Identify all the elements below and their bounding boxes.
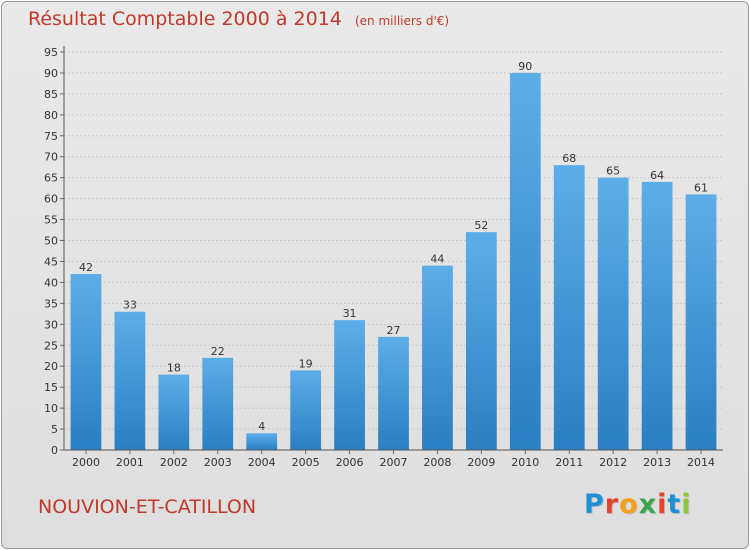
y-tick-label: 85: [44, 88, 58, 101]
logo-letter: o: [619, 489, 639, 520]
bar-value-label: 42: [79, 261, 93, 274]
bar: [378, 336, 409, 450]
y-tick-label: 80: [44, 109, 58, 122]
bar: [202, 357, 234, 450]
title-row: Résultat Comptable 2000 à 2014 (en milli…: [28, 8, 449, 30]
y-tick-label: 45: [44, 255, 58, 268]
x-tick-label: 2002: [160, 456, 188, 469]
y-tick-label: 60: [44, 193, 58, 206]
y-tick-label: 30: [44, 318, 58, 331]
x-tick-label: 2014: [687, 456, 715, 469]
bar: [641, 181, 673, 450]
y-tick-label: 75: [44, 130, 58, 143]
x-tick-label: 2007: [380, 456, 408, 469]
x-tick-label: 2013: [643, 456, 671, 469]
chart-subtitle: (en milliers d'€): [354, 14, 450, 28]
y-tick-label: 40: [44, 276, 58, 289]
logo-letter: P: [584, 489, 605, 520]
y-tick-label: 95: [44, 46, 58, 59]
bar: [114, 311, 146, 450]
x-tick-label: 2010: [511, 456, 539, 469]
y-tick-label: 35: [44, 297, 58, 310]
x-tick-label: 2004: [248, 456, 276, 469]
bar-value-label: 31: [343, 307, 357, 320]
bar: [685, 194, 717, 450]
bar: [334, 320, 365, 450]
y-tick-label: 90: [44, 67, 58, 80]
bar-value-label: 4: [258, 420, 265, 433]
bar: [597, 177, 629, 450]
y-tick-label: 10: [44, 402, 58, 415]
x-tick-label: 2003: [204, 456, 232, 469]
bar: [465, 232, 497, 450]
x-tick-label: 2000: [72, 456, 100, 469]
y-tick-label: 65: [44, 172, 58, 185]
bar-value-label: 19: [299, 357, 313, 370]
bars: 42 33 18 22 4 19 31 27 44 52 90 68 65 64 61: [70, 60, 717, 451]
bar: [158, 374, 190, 450]
proxiti-logo: Proxiti: [584, 489, 692, 520]
bar-value-label: 61: [694, 181, 708, 194]
x-tick-label: 2008: [423, 456, 451, 469]
bar: [70, 274, 102, 450]
axes: 0 5 10 15 20 25 30 35 40 45 50 55 60 65 70 75 80 85 90 95 20…: [44, 46, 723, 469]
y-tick-label: 50: [44, 235, 58, 248]
bar: [422, 265, 453, 450]
x-tick-label: 2001: [116, 456, 144, 469]
bar-value-label: 33: [123, 299, 137, 312]
bar-value-label: 44: [430, 253, 444, 266]
y-tick-label: 25: [44, 339, 58, 352]
x-tick-label: 2009: [467, 456, 495, 469]
bar-value-label: 65: [606, 165, 620, 178]
y-tick-label: 0: [51, 444, 58, 457]
x-tick-label: 2005: [292, 456, 320, 469]
y-tick-label: 20: [44, 360, 58, 373]
logo-letter: r: [604, 489, 620, 520]
x-tick-label: 2012: [599, 456, 627, 469]
logo-letter: x: [638, 489, 658, 520]
bar: [509, 72, 541, 451]
y-tick-label: 15: [44, 381, 58, 394]
y-tick-label: 5: [51, 423, 58, 436]
bar-value-label: 18: [167, 362, 181, 375]
bar-value-label: 52: [474, 219, 488, 232]
bar: [553, 165, 585, 450]
logo-letter: i: [681, 489, 692, 520]
logo-letter: i: [657, 489, 668, 520]
bar: [246, 433, 278, 450]
y-tick-label: 70: [44, 151, 58, 164]
bar-value-label: 22: [211, 345, 225, 358]
bar-value-label: 90: [518, 60, 532, 73]
logo-letter: t: [667, 489, 682, 520]
bar-value-label: 27: [387, 324, 401, 337]
bar-value-label: 68: [562, 152, 576, 165]
commune-name: NOUVION-ET-CATILLON: [38, 496, 257, 518]
bar-value-label: 64: [650, 169, 664, 182]
y-tick-label: 55: [44, 214, 58, 227]
x-tick-label: 2006: [336, 456, 364, 469]
bar: [290, 370, 322, 450]
x-tick-label: 2011: [555, 456, 583, 469]
chart-title: Résultat Comptable 2000 à 2014: [28, 8, 342, 30]
